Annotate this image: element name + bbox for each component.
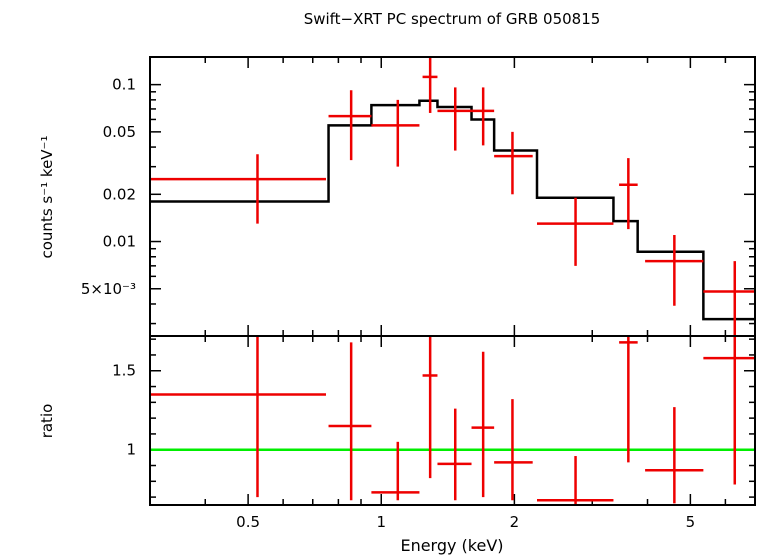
spectrum-y-tick-label: 0.01 — [103, 233, 136, 251]
model-histogram — [150, 99, 755, 321]
ratio-y-tick-label: 1.5 — [112, 362, 136, 380]
x-axis-label: Energy (keV) — [400, 536, 503, 555]
x-tick-label: 2 — [510, 513, 520, 531]
spectrum-y-tick-label: 0.1 — [112, 76, 136, 94]
y-axis-label-ratio: ratio — [38, 404, 56, 439]
y-axis-label-spectrum: counts s⁻¹ keV⁻¹ — [38, 136, 56, 259]
x-tick-label: 1 — [376, 513, 386, 531]
ratio-frame — [149, 335, 756, 506]
ratio-y-tick-label: 1 — [126, 441, 136, 459]
chart-title: Swift−XRT PC spectrum of GRB 050815 — [304, 10, 601, 28]
spectrum-y-tick-label: 0.02 — [103, 185, 136, 203]
spectrum-y-tick-label: 0.05 — [103, 123, 136, 141]
plot-layer: 0.1 0.05 0.02 0.01 5×10⁻³ 1 1.5 0.5 1 2 5 — [81, 56, 756, 531]
x-tick-label: 5 — [686, 513, 696, 531]
spectrum-y-tick-label: 5×10⁻³ — [81, 280, 136, 298]
x-tick-label: 0.5 — [236, 513, 260, 531]
spectrum-frame — [149, 56, 756, 337]
